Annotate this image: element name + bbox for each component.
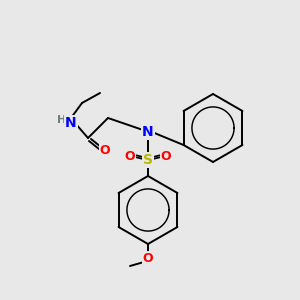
Text: O: O [161,151,171,164]
Text: H: H [57,115,67,125]
Text: N: N [65,116,77,130]
Text: N: N [142,125,154,139]
Text: O: O [143,251,153,265]
Text: S: S [143,153,153,167]
Text: O: O [100,143,110,157]
Text: O: O [125,151,135,164]
